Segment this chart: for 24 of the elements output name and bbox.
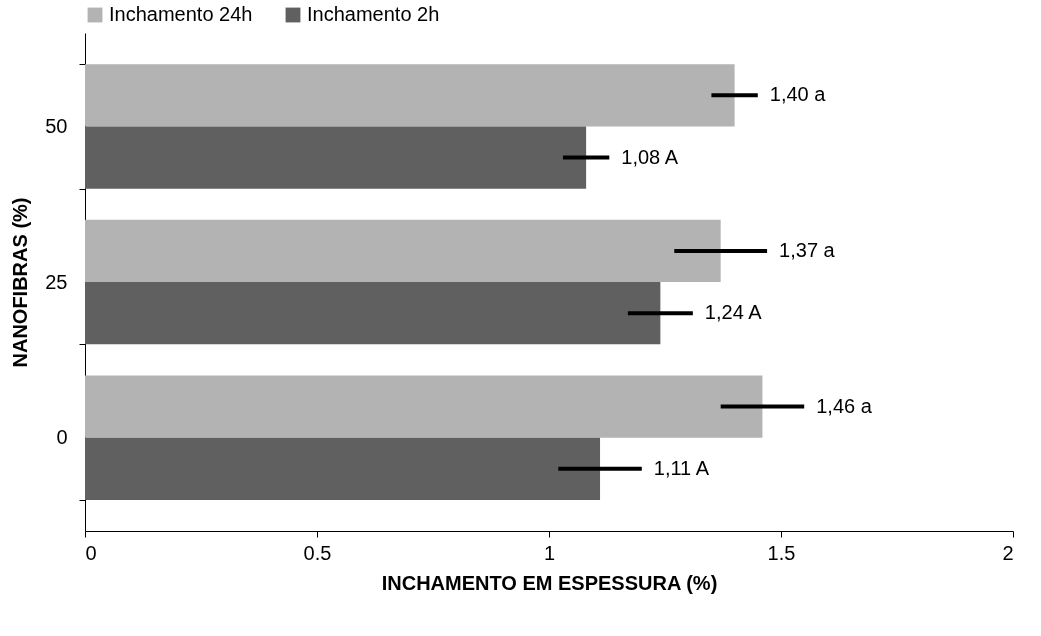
y-tick-label: 25	[45, 270, 68, 293]
data-label: 1,40 a	[769, 83, 827, 106]
y-tick-label: 50	[45, 114, 68, 137]
x-axis-title: INCHAMENTO EM ESPESSURA (%)	[381, 571, 718, 594]
x-tick-label: 0.5	[303, 541, 332, 564]
y-axis-title: NANOFIBRAS (%)	[9, 197, 32, 368]
bar	[85, 126, 587, 189]
bar	[85, 375, 763, 438]
bar	[85, 282, 661, 345]
bar	[85, 64, 735, 127]
x-tick-label: 2	[1002, 541, 1014, 564]
x-tick-label: 0	[85, 541, 97, 564]
x-tick-label: 1	[543, 541, 556, 564]
legend-label: Inchamento 24h	[109, 3, 253, 25]
bar	[85, 219, 721, 282]
y-tick-label: 0	[56, 426, 68, 449]
data-label: 1,37 a	[779, 238, 836, 261]
data-label: 1,11 A	[653, 456, 710, 479]
x-tick-label: 1.5	[767, 541, 796, 564]
data-label: 1,46 a	[816, 394, 873, 417]
data-label: 1,24 A	[704, 301, 763, 324]
legend-label: Inchamento 2h	[307, 3, 440, 25]
data-label: 1,08 A	[621, 145, 679, 168]
bar	[85, 437, 601, 500]
